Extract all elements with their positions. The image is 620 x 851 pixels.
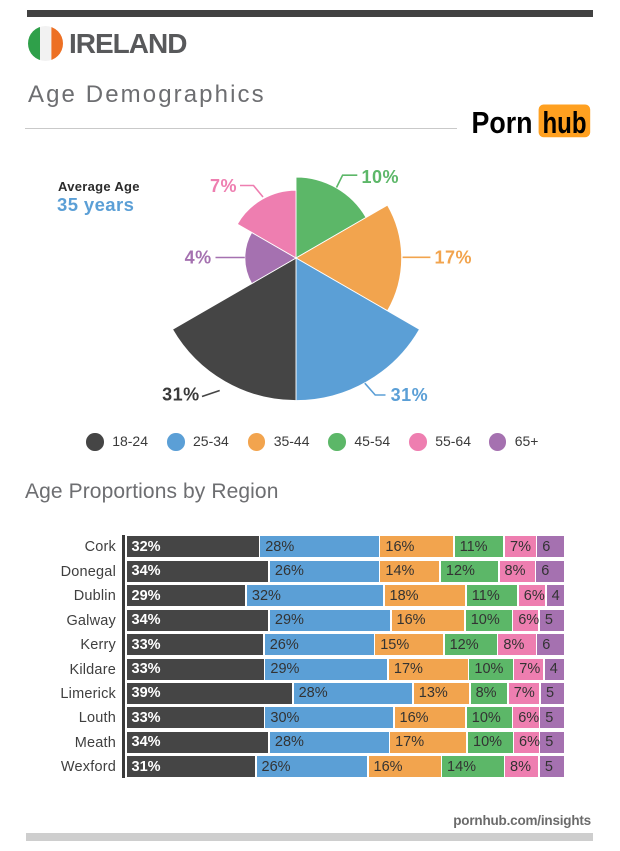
svg-text:7%: 7% xyxy=(210,176,237,196)
svg-text:17%: 17% xyxy=(435,247,473,267)
svg-text:4%: 4% xyxy=(185,248,212,268)
svg-text:31%: 31% xyxy=(391,385,429,405)
svg-text:Porn: Porn xyxy=(472,105,533,140)
svg-text:10%: 10% xyxy=(362,167,400,187)
svg-text:hub: hub xyxy=(543,105,587,140)
svg-text:31%: 31% xyxy=(162,384,200,404)
